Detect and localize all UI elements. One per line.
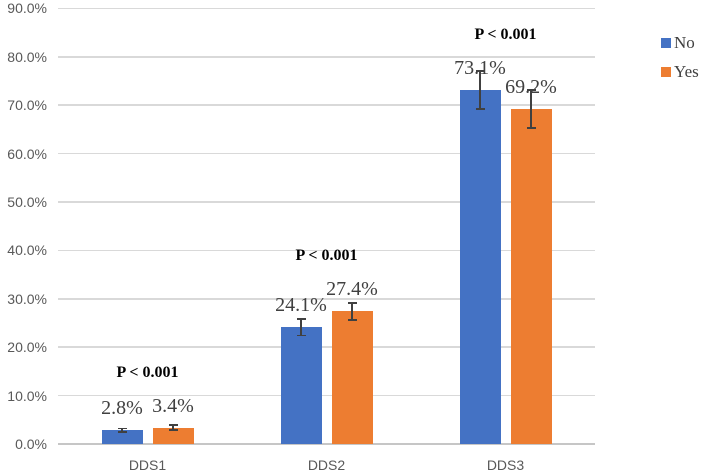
value-label-no-dds2: 24.1% [275, 294, 327, 317]
y-tick-label: 0.0% [15, 436, 47, 452]
error-bar-yes-dds2 [351, 303, 353, 320]
error-bar-cap-bottom-yes-dds1 [168, 429, 178, 431]
p-value-annotation: P < 0.001 [295, 247, 358, 265]
error-bar-cap-bottom-no-dds1 [117, 431, 127, 434]
x-tick-label: DDS2 [307, 457, 346, 473]
bar-yes-dds3 [510, 109, 552, 444]
legend-entry-yes: Yes [661, 62, 699, 81]
y-tick-label: 10.0% [7, 387, 47, 404]
legend-swatch-no-icon [661, 37, 671, 48]
bar-no-dds3 [459, 90, 501, 444]
legend-label-no: No [674, 33, 695, 52]
bar-yes-dds1 [152, 427, 194, 444]
error-bar-cap-top-no-dds3 [475, 70, 485, 73]
gridline [58, 346, 595, 348]
bar-no-dds1 [101, 430, 143, 444]
error-bar-cap-bottom-no-dds2 [296, 334, 306, 337]
gridline [58, 7, 595, 10]
error-bar-cap-top-no-dds1 [117, 427, 127, 430]
value-label-yes-dds2: 27.4% [326, 278, 378, 301]
y-tick-label: 40.0% [7, 242, 47, 259]
y-tick-label: 60.0% [7, 145, 47, 162]
error-bar-cap-bottom-yes-dds3 [526, 127, 536, 129]
gridline [58, 298, 595, 300]
gridline [58, 249, 595, 252]
x-tick-label: DDS1 [128, 457, 167, 473]
y-tick-label: 80.0% [7, 48, 47, 65]
error-bar-cap-bottom-yes-dds2 [347, 318, 357, 321]
error-bar-cap-top-no-dds2 [296, 318, 306, 321]
value-label-yes-dds1: 3.4% [152, 394, 194, 417]
value-label-yes-dds3: 69.2% [505, 76, 557, 99]
error-bar-no-dds2 [300, 319, 302, 336]
error-bar-yes-dds1 [172, 425, 174, 430]
legend: No Yes [661, 33, 699, 91]
p-value-annotation: P < 0.001 [474, 26, 537, 44]
error-bar-cap-top-yes-dds2 [347, 302, 357, 305]
gridline [58, 443, 595, 445]
error-bar-cap-bottom-no-dds3 [475, 108, 485, 110]
error-bar-no-dds3 [479, 71, 481, 110]
y-tick-label: 90.0% [7, 0, 47, 17]
legend-label-yes: Yes [674, 62, 699, 81]
value-label-no-dds3: 73.1% [454, 57, 506, 80]
error-bar-cap-top-yes-dds1 [168, 424, 178, 427]
x-tick-label: DDS3 [486, 457, 525, 473]
gridline [58, 104, 595, 106]
gridline [58, 394, 595, 397]
error-bar-yes-dds3 [530, 90, 532, 128]
error-bar-cap-top-yes-dds3 [526, 89, 536, 92]
bar-no-dds2 [280, 327, 322, 444]
p-value-annotation: P < 0.001 [116, 363, 179, 381]
legend-swatch-yes-icon [661, 66, 671, 77]
bar-yes-dds2 [331, 311, 373, 444]
y-tick-label: 70.0% [7, 97, 47, 114]
y-tick-label: 30.0% [7, 290, 47, 307]
gridline [58, 56, 595, 58]
y-tick-label: 20.0% [7, 339, 47, 356]
gridline [58, 152, 595, 155]
error-bar-no-dds1 [121, 428, 123, 433]
y-tick-label: 50.0% [7, 194, 47, 210]
legend-entry-no: No [661, 33, 699, 52]
gridline [58, 201, 595, 203]
value-label-no-dds1: 2.8% [101, 397, 143, 420]
